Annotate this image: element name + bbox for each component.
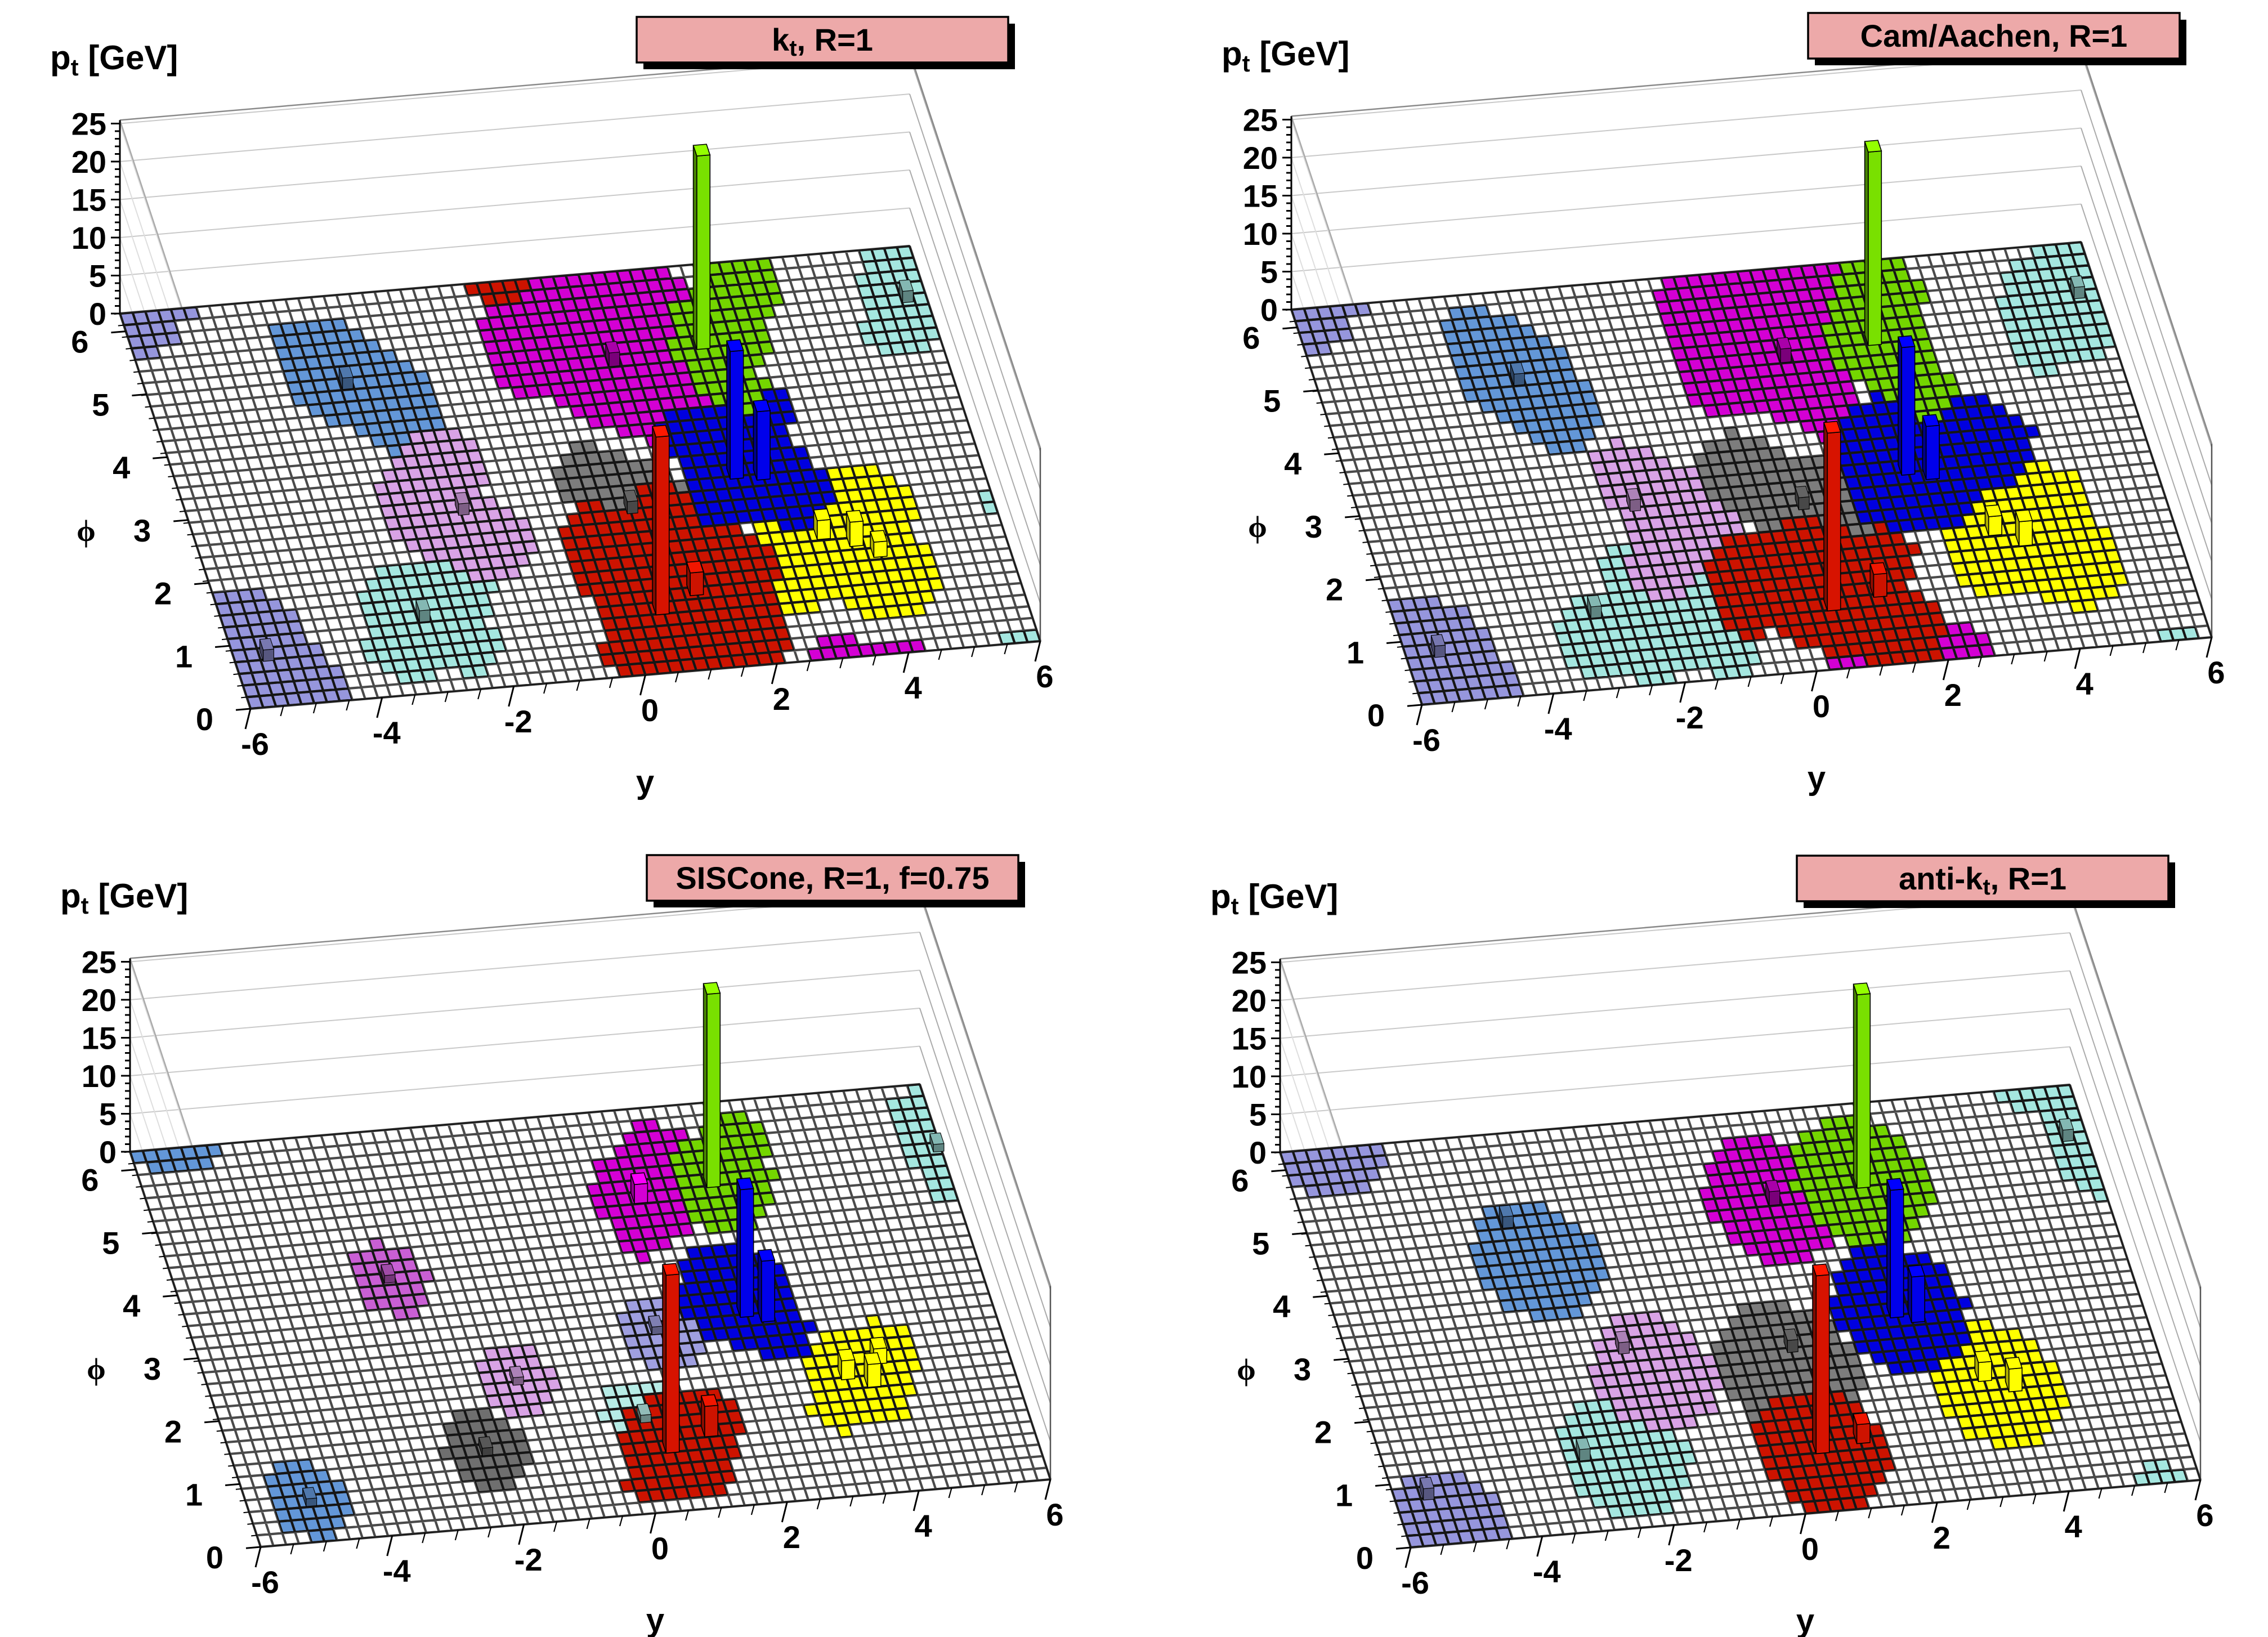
svg-text:6: 6 — [81, 1162, 99, 1198]
svg-text:4: 4 — [1284, 446, 1301, 481]
svg-text:1: 1 — [175, 638, 193, 674]
svg-text:-2: -2 — [1665, 1542, 1693, 1578]
svg-text:-2: -2 — [1676, 700, 1704, 735]
svg-text:10: 10 — [82, 1058, 117, 1094]
svg-text:2: 2 — [1326, 572, 1343, 607]
svg-text:-6: -6 — [1401, 1565, 1429, 1600]
svg-text:-2: -2 — [515, 1542, 543, 1577]
svg-text:15: 15 — [82, 1021, 117, 1056]
svg-text:-4: -4 — [383, 1553, 411, 1589]
svg-text:0: 0 — [1260, 292, 1278, 328]
svg-text:-6: -6 — [241, 726, 269, 762]
svg-text:4: 4 — [1273, 1289, 1290, 1324]
svg-text:0: 0 — [1356, 1540, 1374, 1576]
svg-text:pt [GeV]: pt [GeV] — [1222, 35, 1349, 77]
svg-text:1: 1 — [1335, 1477, 1353, 1513]
svg-text:kt, R=1: kt, R=1 — [772, 22, 873, 61]
svg-text:15: 15 — [1232, 1021, 1267, 1057]
svg-text:0: 0 — [99, 1134, 117, 1170]
svg-text:pt [GeV]: pt [GeV] — [50, 39, 178, 80]
svg-text:0: 0 — [641, 692, 659, 728]
svg-text:0: 0 — [1801, 1531, 1819, 1567]
svg-text:0: 0 — [196, 701, 213, 737]
svg-text:4: 4 — [2065, 1509, 2082, 1544]
svg-text:6: 6 — [71, 324, 88, 360]
svg-text:20: 20 — [1232, 983, 1267, 1018]
svg-text:y: y — [1808, 760, 1826, 797]
svg-text:0: 0 — [1813, 688, 1830, 724]
svg-text:25: 25 — [71, 106, 106, 142]
svg-text:4: 4 — [915, 1508, 932, 1544]
svg-text:2: 2 — [1314, 1415, 1332, 1450]
svg-text:2: 2 — [164, 1414, 182, 1450]
svg-text:5: 5 — [1260, 254, 1278, 290]
svg-text:0: 0 — [651, 1531, 669, 1566]
svg-text:10: 10 — [71, 220, 106, 256]
svg-text:0: 0 — [89, 296, 106, 332]
svg-text:ϕ: ϕ — [87, 1352, 106, 1386]
svg-text:ϕ: ϕ — [77, 514, 96, 548]
svg-text:3: 3 — [133, 513, 151, 548]
svg-text:-6: -6 — [1412, 722, 1441, 758]
svg-text:5: 5 — [99, 1097, 117, 1132]
svg-text:4: 4 — [905, 670, 922, 705]
svg-text:2: 2 — [1933, 1520, 1951, 1555]
svg-text:-4: -4 — [1544, 711, 1572, 746]
svg-text:2: 2 — [783, 1519, 800, 1555]
svg-text:25: 25 — [1232, 945, 1267, 981]
svg-text:4: 4 — [123, 1288, 140, 1323]
svg-text:5: 5 — [92, 387, 109, 422]
svg-text:0: 0 — [206, 1540, 223, 1575]
svg-text:5: 5 — [102, 1225, 119, 1260]
svg-text:2: 2 — [154, 576, 172, 611]
svg-text:3: 3 — [1305, 509, 1322, 544]
svg-text:-6: -6 — [251, 1564, 279, 1600]
svg-text:10: 10 — [1232, 1059, 1267, 1094]
svg-text:25: 25 — [82, 945, 117, 980]
svg-text:5: 5 — [1263, 383, 1281, 418]
svg-text:15: 15 — [1243, 178, 1278, 214]
svg-text:2: 2 — [773, 681, 790, 717]
svg-text:-4: -4 — [373, 715, 401, 750]
svg-text:y: y — [646, 1602, 664, 1637]
svg-text:6: 6 — [1231, 1163, 1249, 1198]
svg-text:20: 20 — [1243, 140, 1278, 176]
svg-text:25: 25 — [1243, 102, 1278, 138]
svg-text:1: 1 — [1347, 634, 1364, 670]
svg-text:4: 4 — [113, 450, 130, 485]
svg-text:6: 6 — [1046, 1497, 1063, 1532]
svg-text:6: 6 — [2196, 1497, 2213, 1533]
svg-text:20: 20 — [82, 982, 117, 1018]
svg-text:anti-kt, R=1: anti-kt, R=1 — [1899, 861, 2066, 900]
svg-text:pt [GeV]: pt [GeV] — [60, 877, 188, 919]
svg-text:6: 6 — [2207, 655, 2225, 690]
svg-text:pt [GeV]: pt [GeV] — [1210, 878, 1338, 919]
svg-text:5: 5 — [1252, 1225, 1269, 1261]
svg-text:5: 5 — [1249, 1097, 1267, 1133]
svg-text:6: 6 — [1242, 320, 1260, 356]
svg-text:0: 0 — [1367, 697, 1385, 733]
svg-text:4: 4 — [2076, 666, 2093, 701]
svg-text:ϕ: ϕ — [1248, 510, 1267, 544]
svg-text:6: 6 — [1036, 659, 1053, 694]
svg-text:1: 1 — [185, 1477, 203, 1512]
svg-text:-2: -2 — [504, 704, 533, 739]
svg-text:15: 15 — [71, 182, 106, 218]
svg-text:SISCone, R=1, f=0.75: SISCone, R=1, f=0.75 — [676, 860, 989, 896]
svg-text:5: 5 — [89, 258, 106, 294]
svg-text:2: 2 — [1944, 677, 1962, 713]
svg-text:y: y — [1796, 1603, 1814, 1637]
svg-text:10: 10 — [1243, 216, 1278, 252]
svg-text:ϕ: ϕ — [1237, 1353, 1256, 1386]
svg-text:20: 20 — [71, 144, 106, 180]
svg-text:-4: -4 — [1533, 1554, 1561, 1589]
svg-text:3: 3 — [144, 1351, 161, 1386]
svg-text:0: 0 — [1249, 1135, 1267, 1170]
svg-text:Cam/Aachen, R=1: Cam/Aachen, R=1 — [1860, 18, 2128, 53]
svg-text:3: 3 — [1294, 1352, 1311, 1387]
svg-text:y: y — [636, 764, 654, 800]
